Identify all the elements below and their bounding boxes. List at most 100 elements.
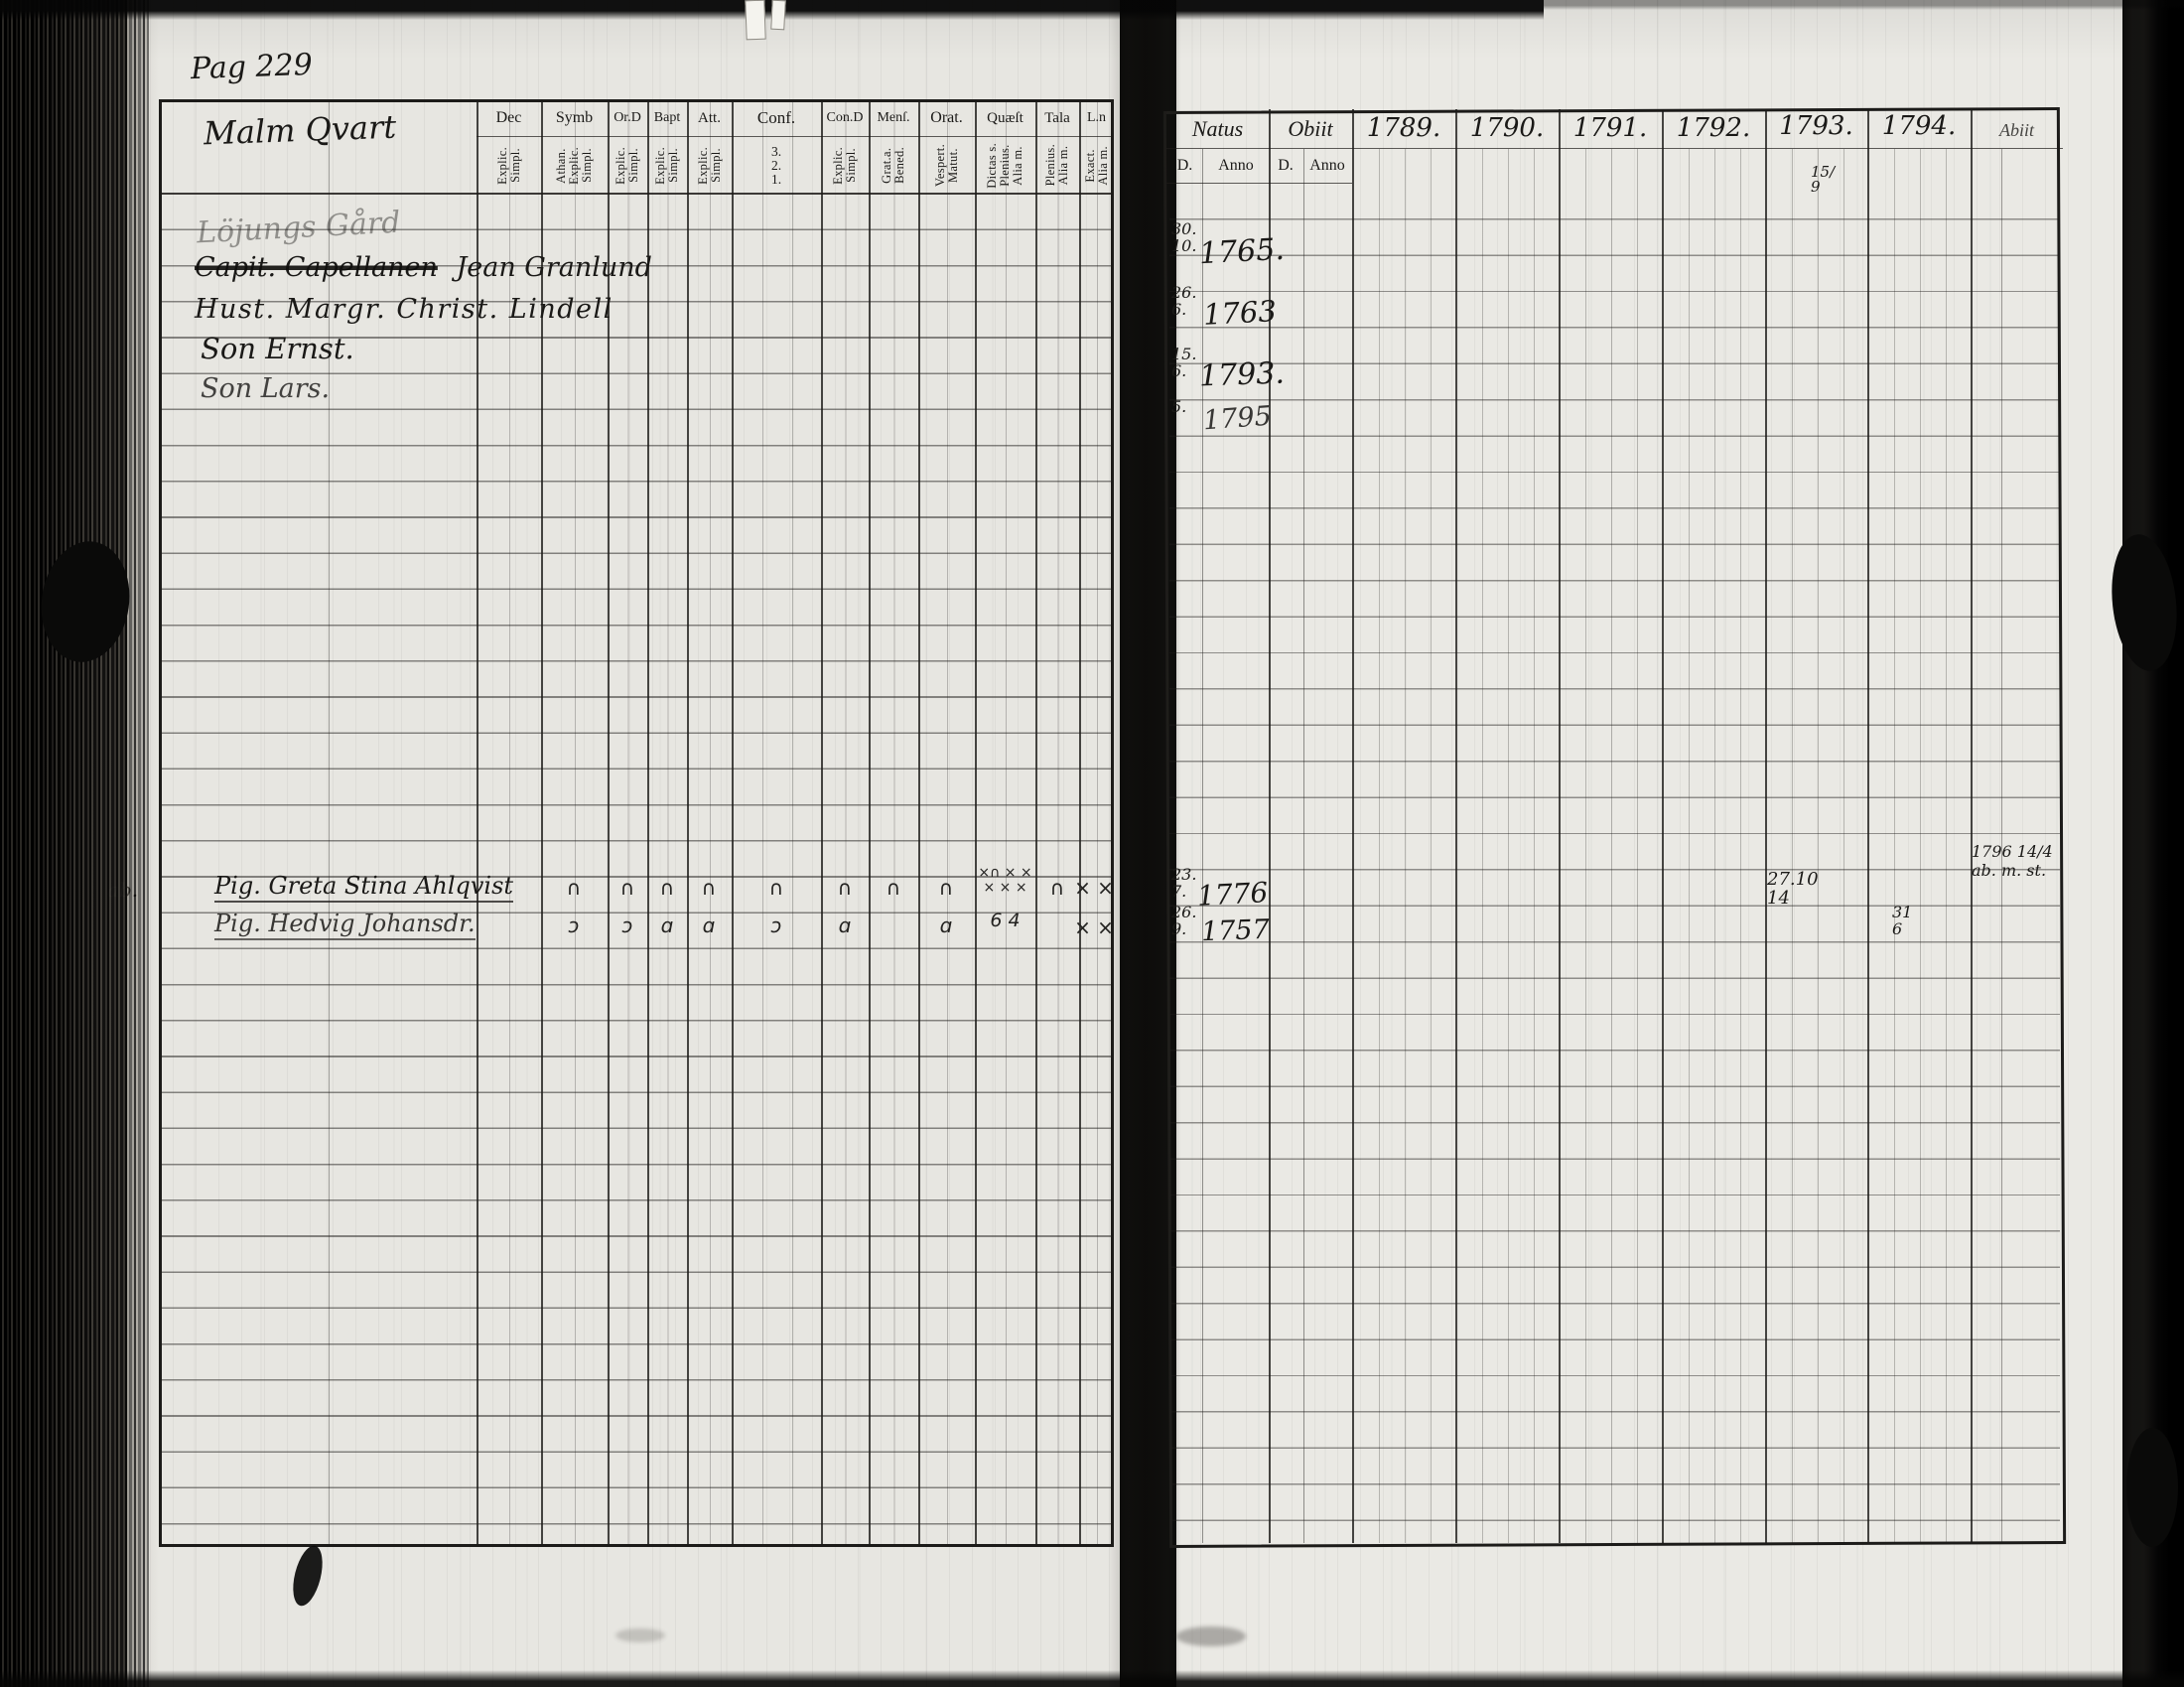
col-subheader-bapt: Explic. Simpl. [647, 138, 687, 193]
col-header-symb: Symb [555, 109, 594, 126]
mark-cell: ɔ [621, 914, 633, 937]
right-page-paper [1176, 0, 2122, 1687]
mark-cell: ∩ [659, 876, 675, 900]
mark-cell: ɑ [838, 914, 852, 937]
abiit-column [1971, 109, 2063, 1543]
section-title: Malm Qvart [203, 107, 397, 153]
year-column-1794 [1867, 109, 1971, 1543]
page-number: Pag 229 [190, 47, 314, 87]
natus-header: Natus [1191, 116, 1244, 141]
entry-row4-name: Son Lars. [201, 373, 331, 404]
col-header-att: Att. [698, 109, 721, 126]
col-subheader-cond-text: Explic. Simpl. [831, 146, 858, 185]
col-subheader-mens: Grat.a. Bened. [869, 138, 918, 193]
book-spine-left-edge [0, 0, 164, 1687]
mark-cell: ∩ [768, 876, 784, 900]
mark-cell: ɑ [702, 914, 716, 937]
photo-bottom-edge [0, 1670, 2184, 1687]
col-subheader-symb-text: Athan. Explic. Simpl. [554, 146, 594, 185]
mark-cell: ∩ [886, 876, 901, 900]
book-gutter-shadow [1108, 0, 1181, 1687]
col-subheader-ord: Explic. Simpl. [608, 138, 647, 193]
column-quaest [975, 99, 1035, 1544]
mark-cell: ɑ [660, 914, 674, 937]
col-subheader-conf: 3. 2. 1. [732, 138, 821, 193]
col-header-tala: Tala [1044, 109, 1070, 126]
column-tala [1035, 99, 1079, 1544]
mark-cell: ∩ [619, 876, 635, 900]
col-header-quaest: Quæſt [987, 109, 1024, 126]
col-header-orat: Orat. [930, 109, 963, 126]
bookmark-ribbon [745, 0, 766, 41]
natus-year-row3: 1793. [1198, 355, 1286, 394]
col-subheader-mens-text: Grat.a. Bened. [880, 147, 906, 184]
col-subheader-ln-text: Exact. Alia m. [1082, 145, 1110, 186]
column-conf [732, 99, 821, 1544]
column-symb [541, 99, 608, 1544]
col-subheader-quaest-text: Dictas s. Plenius. Alia m. [985, 142, 1024, 189]
col-subheader-orat-text: Vespert. Matut. [932, 143, 960, 187]
year-column-1792 [1662, 109, 1765, 1543]
year-header-1789: 1789. [1366, 113, 1441, 143]
year-column-1791 [1559, 109, 1662, 1543]
natus-year-row1: 1765. [1198, 231, 1286, 272]
right-table-row-lines [1169, 184, 2060, 1540]
col-subheader-orat: Vespert. Matut. [918, 138, 975, 193]
mark-cell: ∩ [837, 876, 853, 900]
name-column [159, 99, 477, 1544]
note-1793-maid1: 27.10 14 [1767, 869, 1819, 909]
left-table-row-lines [162, 195, 1111, 1543]
col-subheader-dec-text: Explic. Simpl. [494, 146, 522, 185]
book-right-edge [2120, 0, 2184, 1687]
mark-cell: ɔ [770, 914, 782, 937]
year-header-1790: 1790. [1469, 113, 1545, 143]
entry-maid2-name: Pig. Hedvig Johansdr. [214, 910, 476, 940]
year-header-1791: 1791. [1572, 113, 1648, 143]
bookmark-ribbon [770, 0, 786, 31]
col-subheader-att: Explic. Simpl. [687, 138, 732, 193]
year-column-1793 [1765, 109, 1867, 1543]
column-dec [477, 99, 541, 1544]
column-cond [821, 99, 869, 1544]
col-subheader-cond: Explic. Simpl. [821, 138, 869, 193]
col-header-dec: Dec [495, 109, 522, 126]
smudge-mark [615, 1628, 665, 1642]
column-mens [869, 99, 918, 1544]
col-header-bapt: Bapt [653, 110, 681, 125]
year-header-1793: 1793. [1779, 111, 1853, 141]
right-header-bottom-line [1166, 148, 2063, 149]
col-header-ln: L.n [1086, 110, 1107, 125]
right-subheader-bottom-line [1166, 183, 1352, 184]
col-subheader-conf-text: 3. 2. 1. [770, 143, 782, 187]
left-header-separator [477, 136, 1114, 137]
note-1794-maid2: 31 6 [1892, 903, 1913, 938]
col-subheader-symb: Athan. Explic. Simpl. [541, 138, 608, 193]
obiit-column [1269, 109, 1352, 1543]
year-header-1794: 1794. [1881, 111, 1957, 141]
natus-year-row2: 1763 [1202, 294, 1278, 332]
mark-cell: ɑ [939, 914, 953, 937]
entry-row3-name: Son Ernst. [201, 332, 354, 365]
entry-row1-name: Jean Granlund [456, 252, 652, 283]
col-header-ord: Or.D [614, 110, 641, 125]
col-subheader-bapt-text: Explic. Simpl. [653, 146, 680, 185]
mark-cell: × × [1074, 876, 1114, 900]
mark-cell: × × [1074, 915, 1114, 939]
col-subheader-dec: Explic. Simpl. [477, 138, 541, 193]
natus-column [1166, 109, 1269, 1543]
entry-row1: Capit. Capellanen Jean Granlund [195, 252, 652, 283]
natus-year-maid2: 1757 [1200, 914, 1271, 948]
year-column-1789 [1352, 109, 1455, 1543]
mark-cell: ∩ [938, 876, 954, 900]
obiit-anno-subheader: Anno [1309, 157, 1345, 174]
entry-row1-struck-name: Capit. Capellanen [195, 252, 438, 283]
note-1793-row1: 15/ 9 [1811, 163, 1836, 196]
col-subheader-att-text: Explic. Simpl. [695, 146, 723, 185]
column-bapt [647, 99, 687, 1544]
obiit-header: Obiit [1288, 116, 1333, 141]
col-subheader-ord-text: Explic. Simpl. [614, 146, 640, 185]
col-subheader-tala-text: Plenius. Alia m. [1043, 144, 1070, 187]
natus-year-row4: 1795 [1202, 400, 1273, 437]
col-header-mens: Menſ. [877, 110, 910, 125]
